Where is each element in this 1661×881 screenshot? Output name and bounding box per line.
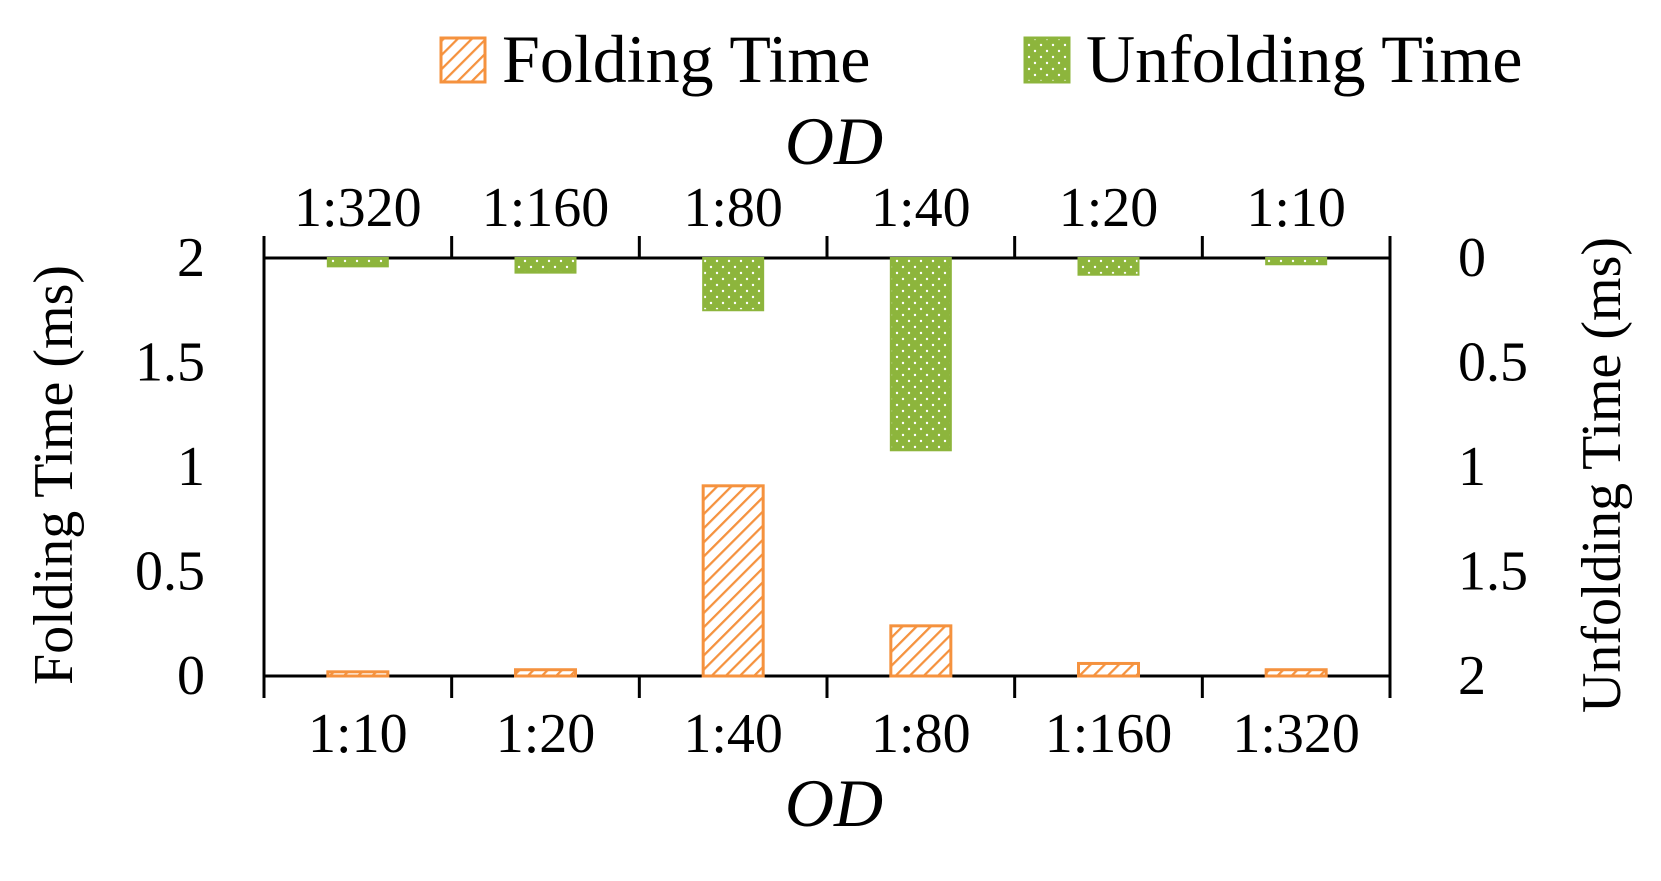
folding-bar	[701, 484, 765, 678]
left-y-tick-label: 0	[177, 645, 205, 707]
left-y-tick-label: 0.5	[135, 541, 205, 603]
top-x-tick-label: 1:160	[482, 177, 610, 239]
bottom-x-axis-title: OD	[785, 765, 883, 841]
left-y-tick-label: 2	[177, 227, 205, 289]
unfolding-bar	[326, 257, 389, 268]
right-y-tick-label: 2	[1458, 645, 1486, 707]
folding-bar	[1264, 668, 1328, 678]
unfolding-bar	[514, 257, 577, 274]
bottom-x-tick-label: 1:320	[1232, 703, 1360, 765]
unfolding-bar	[1265, 257, 1328, 266]
unfolding-bar	[702, 257, 765, 312]
folding-bar	[1077, 661, 1140, 678]
left-y-tick-label: 1	[177, 436, 205, 498]
top-x-tick-label: 1:80	[683, 177, 783, 239]
folding-bar	[514, 668, 577, 678]
legend-swatch-folding	[439, 36, 487, 84]
top-x-tick-label: 1:40	[871, 177, 971, 239]
bottom-x-tick-label: 1:40	[683, 703, 783, 765]
right-y-tick-label: 1	[1458, 436, 1486, 498]
right-y-axis-title: Unfolding Time (ms)	[1571, 237, 1633, 713]
folding-bar	[889, 624, 953, 678]
bottom-x-tick-label: 1:160	[1045, 703, 1173, 765]
bottom-x-tick-label: 1:10	[308, 703, 408, 765]
bottom-x-tick-label: 1:80	[871, 703, 971, 765]
right-y-tick-label: 0	[1458, 227, 1486, 289]
chart-marks: 1:10 1:20 1:40 1:80 1:160 1:320 1:320 1:160 1:80…	[135, 177, 1528, 765]
bottom-x-tick-label: 1:20	[496, 703, 596, 765]
legend-label-unfolding: Unfolding Time	[1086, 21, 1522, 97]
legend-swatch-unfolding	[1023, 36, 1071, 84]
left-y-axis-title: Folding Time (ms)	[23, 265, 85, 685]
right-y-tick-label: 0.5	[1458, 332, 1528, 394]
legend: Folding Time Unfolding Time	[439, 21, 1522, 97]
left-y-tick-label: 1.5	[135, 332, 205, 394]
unfolding-bar	[889, 257, 952, 452]
top-x-tick-label: 1:10	[1246, 177, 1346, 239]
folding-bar	[326, 670, 390, 678]
right-y-tick-label: 1.5	[1458, 541, 1528, 603]
legend-label-folding: Folding Time	[502, 21, 871, 97]
top-x-tick-label: 1:320	[294, 177, 422, 239]
top-x-tick-label: 1:20	[1059, 177, 1159, 239]
top-x-axis-title: OD	[785, 103, 883, 179]
unfolding-bar	[1077, 257, 1140, 276]
